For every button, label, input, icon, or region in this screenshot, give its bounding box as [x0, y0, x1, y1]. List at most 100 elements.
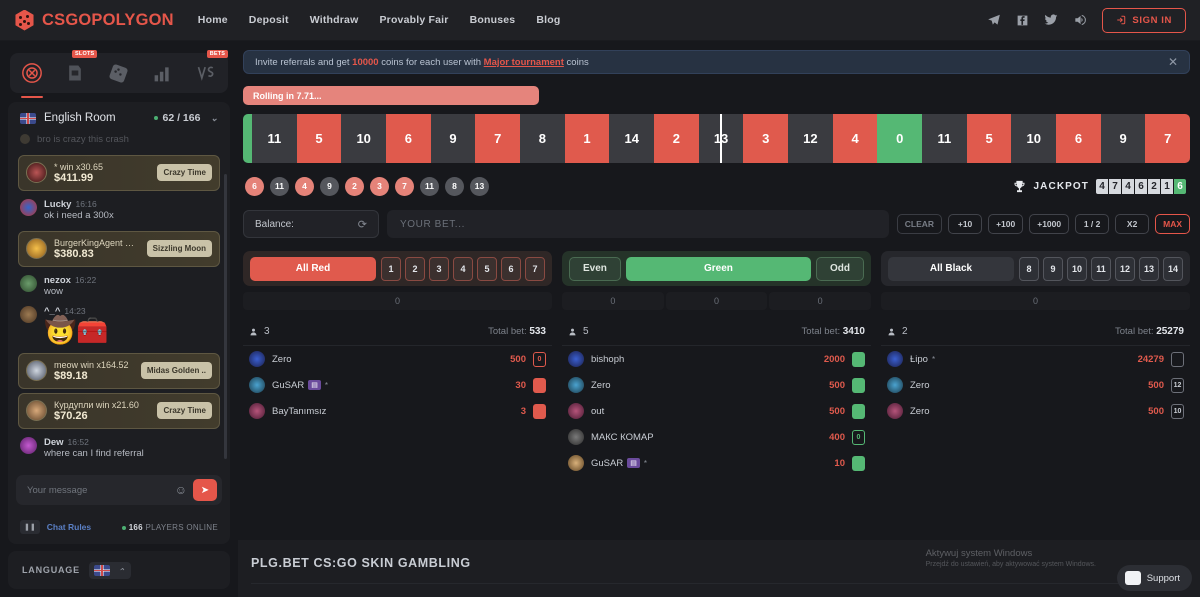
trophy-icon	[1014, 180, 1025, 192]
avatar[interactable]	[887, 403, 903, 419]
bet-chip-max[interactable]: MAX	[1155, 214, 1190, 234]
avatar[interactable]	[568, 351, 584, 367]
avatar[interactable]	[249, 351, 265, 367]
bet-number-14[interactable]: 14	[1163, 256, 1183, 281]
message-author[interactable]: Lucky 16:16	[44, 198, 97, 210]
roulette-cell: 12	[788, 114, 833, 163]
avatar[interactable]	[568, 377, 584, 393]
support-button[interactable]: Support	[1116, 565, 1192, 591]
avatar[interactable]	[568, 455, 584, 471]
avatar[interactable]	[568, 403, 584, 419]
avatar[interactable]	[249, 403, 265, 419]
player-level-badge: ▤	[627, 458, 640, 468]
nav-item-withdraw[interactable]: Withdraw	[309, 14, 359, 26]
avatar[interactable]	[20, 274, 37, 292]
roulette-cell: 0	[877, 114, 923, 163]
zone-green-bar[interactable]: Even Green Odd	[562, 251, 871, 286]
avatar[interactable]	[568, 429, 584, 445]
send-icon[interactable]: ➤	[193, 479, 217, 501]
bet-player-name: Zero	[591, 379, 611, 391]
bet-number-12[interactable]: 12	[1115, 256, 1135, 281]
bet-chip-10[interactable]: +10	[948, 214, 983, 234]
bet-input-box[interactable]	[387, 210, 889, 238]
bet-number-9[interactable]: 9	[1043, 256, 1063, 281]
bet-chip-clear[interactable]: CLEAR	[896, 214, 943, 234]
bet-number-7[interactable]: 7	[525, 256, 545, 281]
avatar[interactable]	[249, 377, 265, 393]
nav-item-blog[interactable]: Blog	[536, 14, 561, 26]
message-author[interactable]: Dew 16:52	[44, 436, 89, 448]
bet-number-8[interactable]: 8	[1019, 256, 1039, 281]
win-card[interactable]: meow win x164.52 $89.18 Midas Golden ..	[18, 352, 220, 389]
bet-player-name: GuSAR ▤ *	[591, 457, 647, 469]
bet-number-11[interactable]: 11	[1091, 256, 1111, 281]
game-tab-slots[interactable]: SLOTS	[55, 50, 98, 93]
pause-icon[interactable]: ❚❚	[20, 520, 40, 534]
game-tab-roulette[interactable]	[12, 53, 52, 98]
balance-box[interactable]: Balance: ⟳	[243, 210, 379, 238]
twitter-icon[interactable]	[1044, 13, 1058, 27]
close-icon[interactable]: ✕	[1167, 55, 1178, 69]
game-tab-versus[interactable]: BETS	[186, 50, 229, 93]
strip-edge	[243, 114, 252, 163]
bet-even-button[interactable]: Even	[569, 256, 621, 281]
nav-item-home[interactable]: Home	[197, 14, 228, 26]
win-card[interactable]: * win x30.65 $411.99 Crazy Time	[18, 154, 220, 191]
avatar[interactable]	[20, 198, 37, 216]
bet-input[interactable]	[400, 218, 876, 230]
roulette-cell: 11	[252, 114, 297, 163]
nav-item-deposit[interactable]: Deposit	[248, 14, 289, 26]
chat-message-list[interactable]: bro is crazy this crash * win x30.65 $41…	[8, 134, 230, 467]
bet-number-6[interactable]: 6	[501, 256, 521, 281]
bet-all-black-button[interactable]: All Black	[888, 256, 1014, 281]
bet-number-2[interactable]: 2	[405, 256, 425, 281]
emoji-icon[interactable]: ☺	[174, 483, 187, 497]
avatar[interactable]	[887, 377, 903, 393]
nav-item-provably-fair[interactable]: Provably Fair	[379, 14, 449, 26]
bet-chip-1-2[interactable]: 1 / 2	[1075, 214, 1110, 234]
zone-black-bar[interactable]: All Black 8 9 10 11 12 13 14	[881, 251, 1190, 286]
chat-input[interactable]	[27, 484, 169, 496]
language-selector[interactable]: ⌄	[88, 561, 132, 579]
win-card[interactable]: BurgerKingAgent win x1171.00 $380.83 Siz…	[18, 230, 220, 267]
bet-number-13[interactable]: 13	[1139, 256, 1159, 281]
game-tab-dice[interactable]	[99, 53, 139, 93]
avatar[interactable]	[887, 351, 903, 367]
bet-list-black: 2 Total bet: 25279 Ƚipo * 24279 Zero 500 12 Ze…	[881, 323, 1190, 476]
avatar[interactable]	[20, 306, 37, 324]
bet-number-3[interactable]: 3	[429, 256, 449, 281]
bet-number-10[interactable]: 10	[1067, 256, 1087, 281]
refresh-icon[interactable]: ⟳	[357, 218, 367, 231]
room-selector[interactable]: English Room 62 / 166 ⌄	[8, 102, 230, 134]
facebook-icon[interactable]	[1016, 14, 1029, 27]
win-card[interactable]: Курдупли win x21.60 $70.26 Crazy Time	[18, 392, 220, 429]
bet-number-4[interactable]: 4	[453, 256, 473, 281]
jackpot-digit: 4	[1122, 178, 1134, 194]
game-tab-crash[interactable]	[143, 53, 183, 93]
chat-input-box[interactable]: ☺ ➤	[16, 475, 222, 505]
jackpot-digit: 1	[1161, 178, 1173, 194]
nav-item-bonuses[interactable]: Bonuses	[469, 14, 516, 26]
bet-chip-100[interactable]: +100	[988, 214, 1024, 234]
chat-scrollbar[interactable]	[224, 174, 227, 459]
message-author[interactable]: ^_^ 14:23	[44, 306, 86, 318]
sign-in-button[interactable]: SIGN IN	[1102, 7, 1186, 33]
roulette-cell: 1	[564, 114, 610, 163]
bet-odd-button[interactable]: Odd	[816, 256, 864, 281]
banner-link[interactable]: Major tournament	[483, 56, 564, 68]
bet-all-red-button[interactable]: All Red	[250, 256, 376, 281]
chat-rules-link[interactable]: Chat Rules	[46, 522, 92, 532]
bet-green-button[interactable]: Green	[625, 256, 811, 281]
bet-chip-x2[interactable]: X2	[1115, 214, 1150, 234]
bet-color-badge	[1171, 351, 1184, 367]
telegram-icon[interactable]	[987, 13, 1001, 27]
brand-logo[interactable]: CSGOPOLYGON	[14, 9, 174, 31]
bet-chip-1000[interactable]: +1000	[1029, 214, 1070, 234]
sound-icon[interactable]	[1073, 13, 1087, 27]
bet-number-5[interactable]: 5	[477, 256, 497, 281]
message-author[interactable]: nezox 16:22	[44, 274, 97, 286]
avatar[interactable]	[20, 436, 37, 454]
bet-number-1[interactable]: 1	[381, 256, 401, 281]
